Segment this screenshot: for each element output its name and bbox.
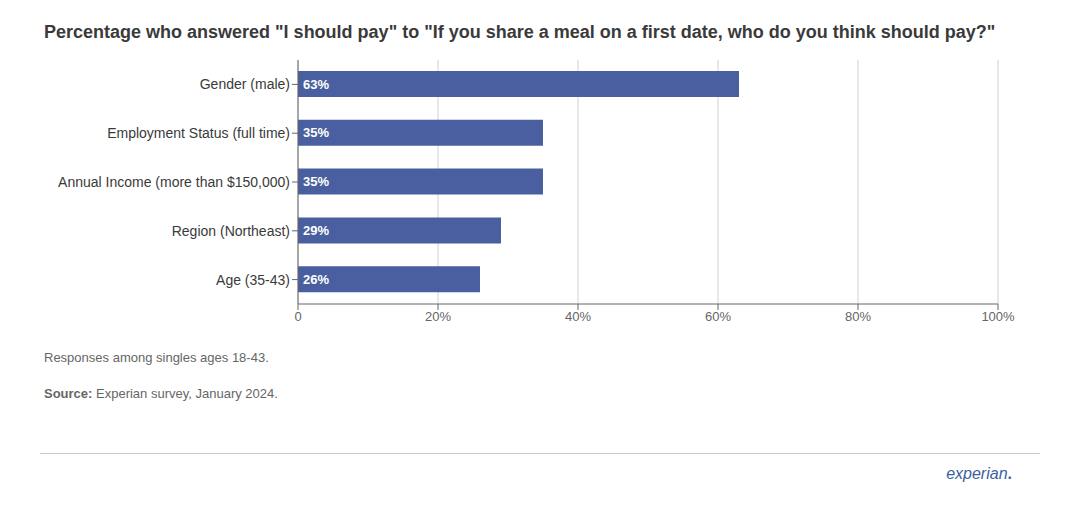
svg-text:Gender (male): Gender (male) — [200, 76, 290, 92]
html-text:Percentage who answered "I sho: Percentage who answered "I should pay" t… — [44, 22, 996, 42]
svg-text:80%: 80% — [845, 309, 871, 324]
svg-text:63%: 63% — [303, 77, 329, 92]
svg-text:60%: 60% — [705, 309, 731, 324]
svg-text:29%: 29% — [303, 223, 329, 238]
svg-text:Employment Status (full time): Employment Status (full time) — [107, 125, 290, 141]
svg-text:100%: 100% — [981, 309, 1015, 324]
html-text:Source: Experian survey, Janua: Source: Experian survey, January 2024. — [44, 386, 278, 401]
html-text:Responses among singles ages 1: Responses among singles ages 18-43. — [44, 350, 269, 365]
svg-text:40%: 40% — [565, 309, 591, 324]
svg-text:26%: 26% — [303, 272, 329, 287]
svg-text:0: 0 — [294, 309, 301, 324]
svg-text:Region (Northeast): Region (Northeast) — [172, 223, 290, 239]
svg-text:Annual Income (more than $150,: Annual Income (more than $150,000) — [58, 174, 290, 190]
html-text:experian.: experian. — [946, 465, 1012, 482]
svg-text:Age (35-43): Age (35-43) — [216, 272, 290, 288]
svg-text:35%: 35% — [303, 125, 329, 140]
svg-text:35%: 35% — [303, 174, 329, 189]
svg-text:20%: 20% — [425, 309, 451, 324]
